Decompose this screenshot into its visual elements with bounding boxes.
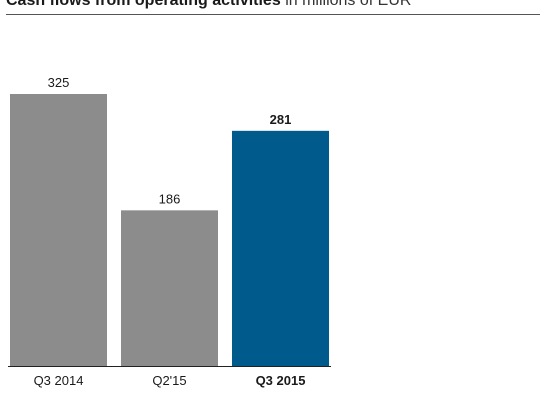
- value-label-2: 281: [270, 112, 292, 127]
- bar-0: [10, 94, 107, 366]
- x-tick-label-1: Q2'15: [152, 373, 186, 388]
- title-divider: [6, 14, 540, 15]
- chart-title: Cash flows from operating activities in …: [6, 0, 411, 11]
- chart-title-unit: in millions of EUR: [285, 0, 412, 9]
- value-labels-layer: 325 186 281: [48, 75, 292, 206]
- bar-1: [121, 210, 218, 366]
- value-label-1: 186: [159, 191, 181, 206]
- value-label-0: 325: [48, 75, 70, 90]
- chart-title-main: Cash flows from operating activities: [6, 0, 281, 9]
- x-tick-label-2: Q3 2015: [256, 373, 306, 388]
- tick-labels-layer: Q3 2014 Q2'15 Q3 2015: [34, 373, 306, 388]
- bars-layer: [10, 94, 329, 366]
- bar-2: [232, 130, 329, 366]
- x-tick-label-0: Q3 2014: [34, 373, 84, 388]
